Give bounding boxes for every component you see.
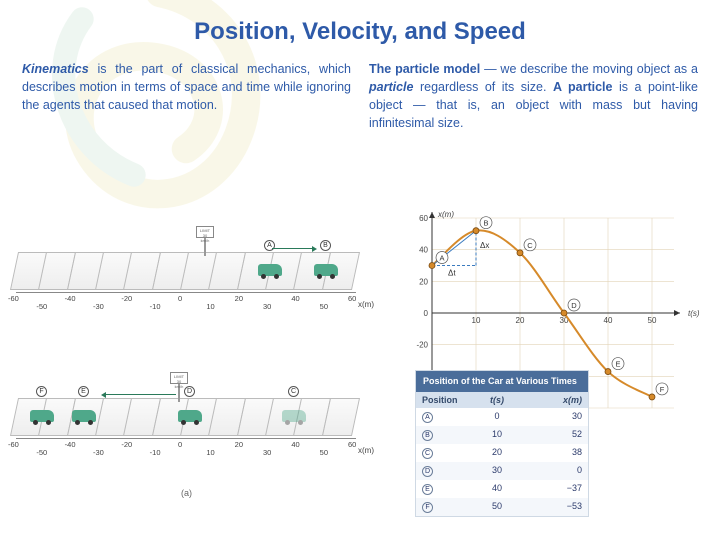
svg-text:40: 40	[604, 316, 613, 325]
svg-text:Δx: Δx	[480, 241, 489, 250]
right-paragraph: The particle model — we describe the mov…	[369, 60, 698, 133]
svg-text:-20: -20	[416, 341, 428, 350]
figure-area: -60-50-40-30-20-100102030405060x(m)LIMIT…	[0, 200, 720, 540]
point-label-e: E	[78, 386, 89, 397]
table-row: C2038	[416, 444, 588, 462]
position-table: Position of the Car at Various Times Pos…	[416, 371, 588, 516]
point-label-f: F	[36, 386, 47, 397]
point-label-d: D	[184, 386, 195, 397]
car-icon	[178, 410, 202, 422]
car-icon	[30, 410, 54, 422]
axis-label: x(m)	[358, 300, 374, 309]
table-header: Position t(s) x(m)	[416, 392, 588, 408]
svg-text:C: C	[527, 241, 533, 250]
particle-term: particle	[369, 80, 413, 94]
svg-text:B: B	[483, 219, 488, 228]
kinematics-term: Kinematics	[22, 62, 89, 76]
svg-text:20: 20	[419, 277, 428, 286]
svg-text:D: D	[571, 301, 577, 310]
page-title: Position, Velocity, and Speed	[0, 0, 720, 46]
svg-text:x(m): x(m)	[437, 210, 454, 219]
car-icon	[282, 410, 306, 422]
motion-arrow	[106, 394, 176, 395]
svg-text:60: 60	[419, 214, 428, 223]
speed-limit-sign: LIMIT30km/h	[196, 226, 214, 256]
axis-label: x(m)	[358, 446, 374, 455]
point-label-c: C	[288, 386, 299, 397]
particle-model-term: The particle model	[369, 62, 480, 76]
road-bottom: -60-50-40-30-20-100102030405060x(m)LIMIT…	[6, 366, 376, 506]
table-row: F50−53	[416, 498, 588, 516]
motion-arrow	[272, 248, 312, 249]
svg-text:20: 20	[516, 316, 525, 325]
svg-text:F: F	[660, 385, 665, 394]
svg-text:t(s): t(s)	[688, 309, 700, 318]
car-icon	[314, 264, 338, 276]
table-row: E40−37	[416, 480, 588, 498]
table-row: A030	[416, 408, 588, 426]
road-figure: -60-50-40-30-20-100102030405060x(m)LIMIT…	[6, 220, 376, 506]
svg-text:10: 10	[472, 316, 481, 325]
svg-text:E: E	[615, 360, 620, 369]
table-title: Position of the Car at Various Times	[416, 371, 588, 392]
svg-text:Δt: Δt	[448, 269, 456, 278]
svg-text:50: 50	[648, 316, 657, 325]
svg-text:0: 0	[424, 309, 429, 318]
table-row: B1052	[416, 426, 588, 444]
car-icon	[72, 410, 96, 422]
subfigure-label: (a)	[181, 488, 192, 498]
point-label-a: A	[264, 240, 275, 251]
car-icon	[258, 264, 282, 276]
svg-text:40: 40	[419, 246, 428, 255]
point-label-b: B	[320, 240, 331, 251]
svg-text:A: A	[439, 254, 444, 263]
table-row: D300	[416, 462, 588, 480]
left-paragraph: Kinematics is the part of classical mech…	[22, 60, 351, 133]
road-top: -60-50-40-30-20-100102030405060x(m)LIMIT…	[6, 220, 376, 360]
